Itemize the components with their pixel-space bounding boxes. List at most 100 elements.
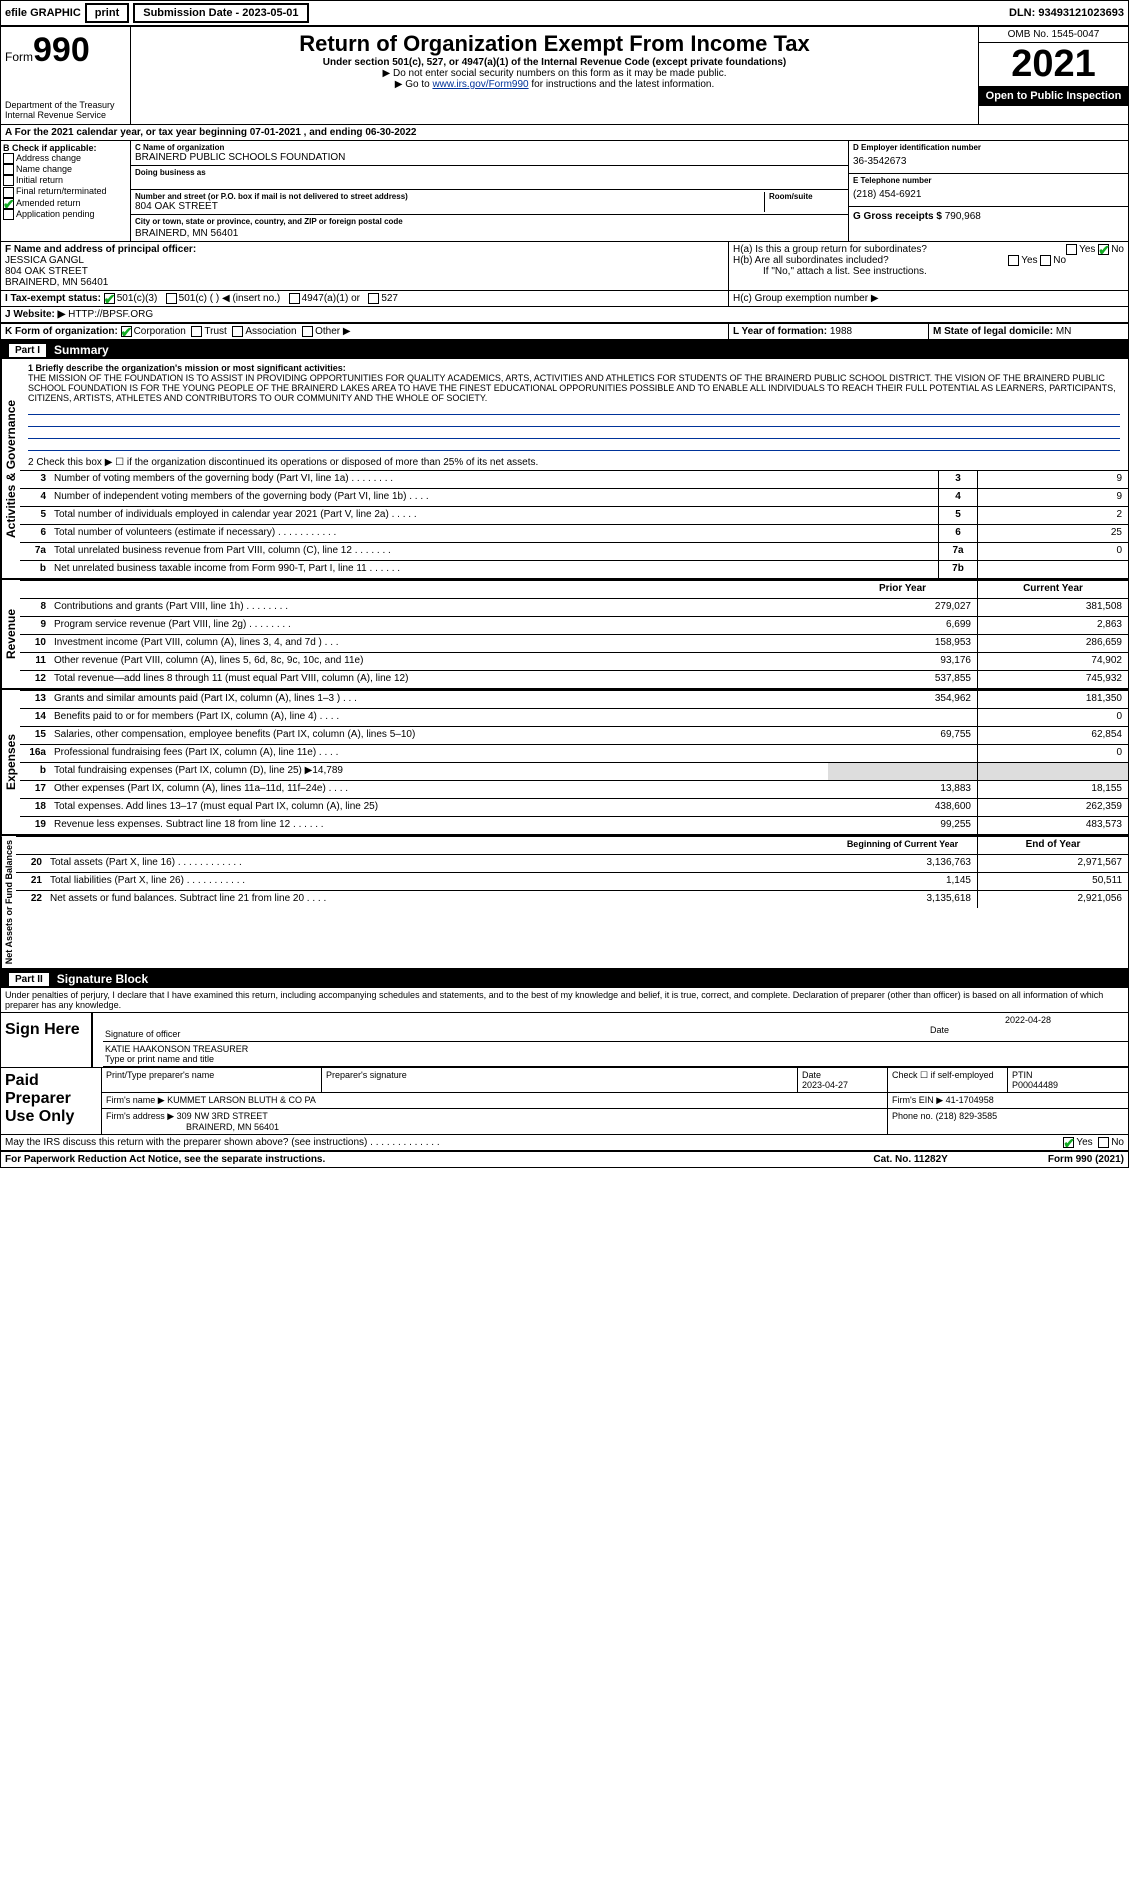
chk-initial[interactable]	[3, 175, 14, 186]
part1-header: Part I Summary	[1, 341, 1128, 359]
b-app: Application pending	[16, 209, 95, 219]
table-row: 13Grants and similar amounts paid (Part …	[20, 690, 1128, 708]
print-button[interactable]: print	[85, 3, 129, 23]
chk-other[interactable]	[302, 326, 313, 337]
governance-content: 1 Briefly describe the organization's mi…	[20, 359, 1128, 578]
firm-addr1: 309 NW 3RD STREET	[177, 1111, 268, 1121]
net-content: Beginning of Current YearEnd of Year 20T…	[16, 836, 1128, 968]
k-corp: Corporation	[134, 326, 186, 337]
g-label: G Gross receipts $	[853, 211, 942, 222]
chk-app[interactable]	[3, 209, 14, 220]
chk-ha-no[interactable]	[1098, 244, 1109, 255]
chk-4947[interactable]	[289, 293, 300, 304]
ptin-v: P00044489	[1012, 1080, 1058, 1090]
street-address: 804 OAK STREET	[135, 201, 764, 212]
line-a: A For the 2021 calendar year, or tax yea…	[1, 125, 1128, 141]
revenue-content: Prior YearCurrent Year 8Contributions an…	[20, 580, 1128, 688]
table-row: 19Revenue less expenses. Subtract line 1…	[20, 816, 1128, 834]
k-assoc: Association	[245, 326, 296, 337]
table-row: 18Total expenses. Add lines 13–17 (must …	[20, 798, 1128, 816]
title-box: Return of Organization Exempt From Incom…	[131, 27, 978, 124]
note-link-row: ▶ Go to www.irs.gov/Form990 for instruct…	[135, 79, 974, 90]
chk-ha-yes[interactable]	[1066, 244, 1077, 255]
chk-trust[interactable]	[191, 326, 202, 337]
irs-link[interactable]: www.irs.gov/Form990	[432, 79, 528, 90]
h-b: H(b) Are all subordinates included?	[733, 255, 889, 266]
expenses-content: 13Grants and similar amounts paid (Part …	[20, 690, 1128, 834]
form-word: Form	[5, 50, 33, 64]
b-header: B Check if applicable:	[3, 143, 128, 153]
sig-officer-label: Signature of officer	[105, 1029, 180, 1039]
yes-label: Yes	[1079, 244, 1095, 255]
b-final: Final return/terminated	[16, 186, 107, 196]
mission-text: THE MISSION OF THE FOUNDATION IS TO ASSI…	[28, 373, 1120, 403]
prep-sig-h: Preparer's signature	[322, 1068, 798, 1092]
sig-name-val: KATIE HAAKONSON TREASURER	[105, 1044, 1126, 1054]
ein-value: 36-3542673	[853, 152, 1124, 171]
i-label: I Tax-exempt status:	[5, 293, 101, 304]
mission-label: 1 Briefly describe the organization's mi…	[28, 363, 1120, 373]
line-2: 2 Check this box ▶ ☐ if the organization…	[20, 455, 1128, 470]
submission-date-button[interactable]: Submission Date - 2023-05-01	[133, 3, 308, 23]
governance-label: Activities & Governance	[1, 359, 20, 578]
city-label: City or town, state or province, country…	[131, 215, 848, 228]
table-row: 14Benefits paid to or for members (Part …	[20, 708, 1128, 726]
chk-amended[interactable]	[3, 198, 14, 209]
org-name: BRAINERD PUBLIC SCHOOLS FOUNDATION	[135, 152, 844, 163]
chk-501c3[interactable]	[104, 293, 115, 304]
k-box: K Form of organization: Corporation Trus…	[1, 324, 728, 339]
sign-here-label: Sign Here	[1, 1013, 91, 1067]
i-501c: 501(c) ( ) ◀ (insert no.)	[179, 293, 281, 304]
c-label: C Name of organization	[135, 143, 844, 152]
prep-date-h: Date	[802, 1070, 821, 1080]
k-other: Other ▶	[315, 326, 350, 337]
l-box: L Year of formation: 1988	[728, 324, 928, 339]
chk-name[interactable]	[3, 164, 14, 175]
chk-discuss-yes[interactable]	[1063, 1137, 1074, 1148]
net-label: Net Assets or Fund Balances	[1, 836, 16, 968]
i-501c3: 501(c)(3)	[117, 293, 158, 304]
chk-527[interactable]	[368, 293, 379, 304]
table-row: 4Number of independent voting members of…	[20, 488, 1128, 506]
f-label: F Name and address of principal officer:	[5, 244, 724, 255]
b-name: Name change	[16, 164, 72, 174]
table-row: 5Total number of individuals employed in…	[20, 506, 1128, 524]
col-def: D Employer identification number36-35426…	[848, 141, 1128, 241]
sig-date-val: 2022-04-28	[930, 1015, 1126, 1025]
officer-addr: 804 OAK STREET	[5, 266, 724, 277]
part1-title: Summary	[54, 343, 109, 357]
table-row: 9Program service revenue (Part VIII, lin…	[20, 616, 1128, 634]
chk-hb-no[interactable]	[1040, 255, 1051, 266]
firm-addr-label: Firm's address ▶	[106, 1111, 174, 1121]
yes-label2: Yes	[1021, 255, 1037, 266]
chk-501c[interactable]	[166, 293, 177, 304]
i-box: I Tax-exempt status: 501(c)(3) 501(c) ( …	[1, 291, 728, 306]
begin-year-header: Beginning of Current Year	[828, 837, 978, 854]
cat-no: Cat. No. 11282Y	[873, 1154, 947, 1165]
firm-addr2: BRAINERD, MN 56401	[106, 1122, 279, 1132]
chk-address[interactable]	[3, 153, 14, 164]
j-label: J Website: ▶	[5, 309, 65, 320]
e-label: E Telephone number	[853, 176, 1124, 185]
h-box: H(a) Is this a group return for subordin…	[728, 242, 1128, 290]
prep-date-v: 2023-04-27	[802, 1080, 848, 1090]
note2-post: for instructions and the latest informat…	[529, 79, 715, 90]
firm-label: Firm's name ▶	[106, 1095, 165, 1105]
chk-discuss-no[interactable]	[1098, 1137, 1109, 1148]
chk-corp[interactable]	[121, 326, 132, 337]
table-row: 11Other revenue (Part VIII, column (A), …	[20, 652, 1128, 670]
form-title: Return of Organization Exempt From Incom…	[135, 31, 974, 57]
chk-assoc[interactable]	[232, 326, 243, 337]
b-addr: Address change	[16, 153, 81, 163]
col-b: B Check if applicable: Address change Na…	[1, 141, 131, 241]
paid-preparer-row: Paid Preparer Use Only Print/Type prepar…	[1, 1068, 1128, 1135]
no-label2: No	[1053, 255, 1066, 266]
website-link[interactable]: HTTP://BPSF.ORG	[68, 309, 153, 320]
d-label: D Employer identification number	[853, 143, 1124, 152]
phone-value: (218) 454-6921	[853, 185, 1124, 204]
table-row: 22Net assets or fund balances. Subtract …	[16, 890, 1128, 908]
m-box: M State of legal domicile: MN	[928, 324, 1128, 339]
table-row: 10Investment income (Part VIII, column (…	[20, 634, 1128, 652]
chk-hb-yes[interactable]	[1008, 255, 1019, 266]
form-ref: Form 990 (2021)	[1048, 1154, 1124, 1165]
